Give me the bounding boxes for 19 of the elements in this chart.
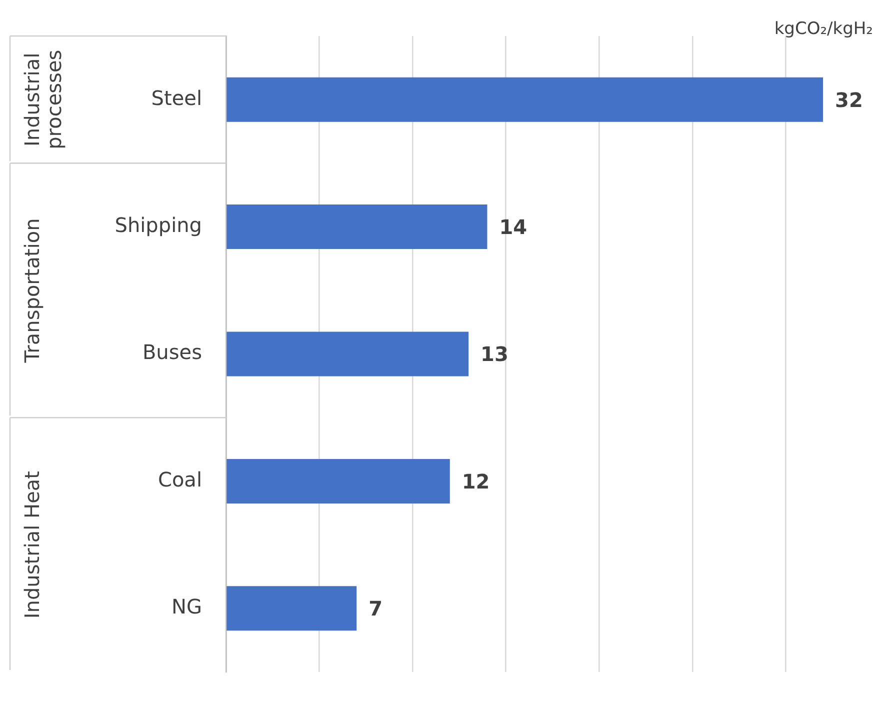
bar [226, 77, 824, 122]
y-tick-label: Buses [142, 340, 202, 364]
bar [226, 204, 488, 250]
y-tick-label: NG [172, 594, 202, 619]
y-tick-label: Shipping [114, 213, 202, 238]
text: Industrial processes [20, 50, 66, 150]
y-tick-label: Coal [158, 467, 202, 492]
text: Transportation [20, 218, 44, 364]
bar [226, 458, 450, 504]
data-label: 14 [499, 215, 528, 240]
data-label: 13 [480, 342, 508, 366]
x-axis-title: kgCO₂/kgH₂ [774, 18, 873, 39]
data-label: 32 [835, 88, 863, 112]
data-label: 12 [462, 469, 490, 494]
y-tick-label: Steel [151, 86, 202, 110]
text: Industrial Heat [20, 470, 44, 619]
bar [226, 586, 357, 631]
data-label: 7 [368, 596, 383, 621]
bar [226, 332, 469, 376]
